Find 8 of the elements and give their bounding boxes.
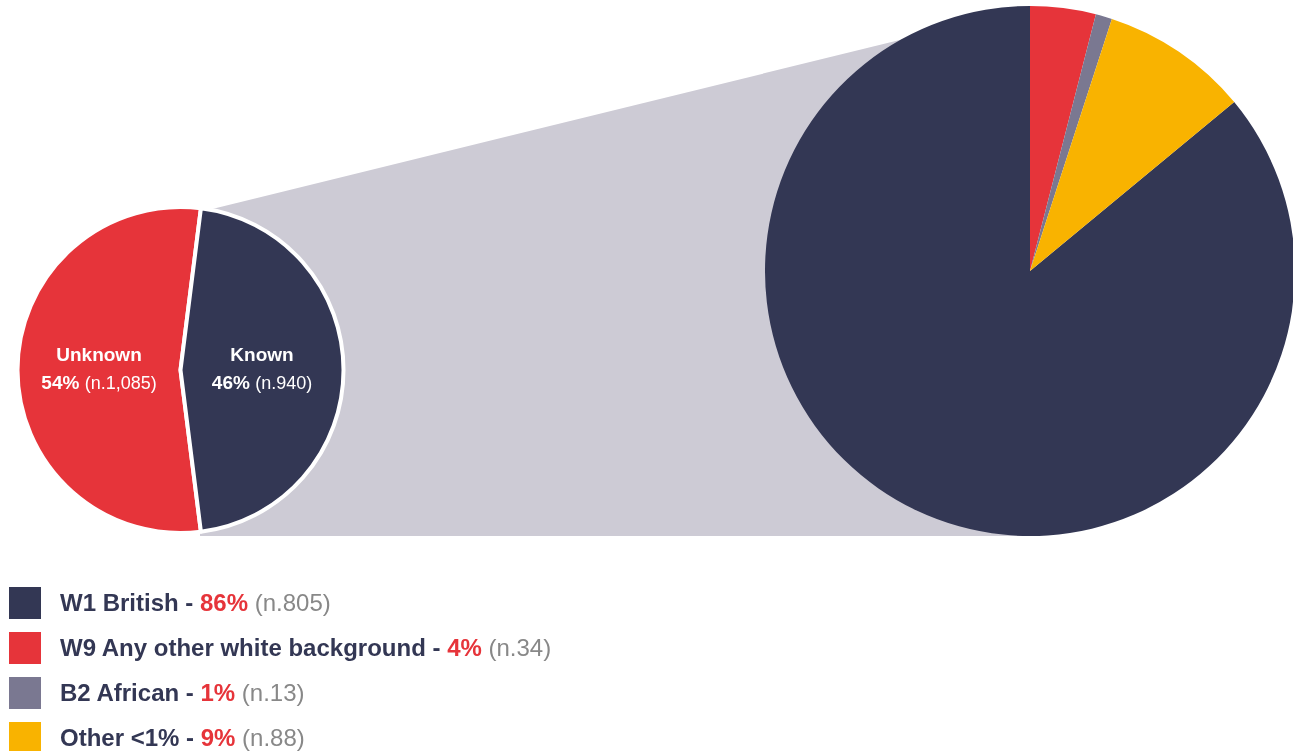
legend-label: W9 Any other white background - 4% (n.34): [60, 633, 552, 661]
legend-label: B2 African - 1% (n.13): [60, 678, 305, 706]
data-label: 54% (n.1,085): [41, 372, 157, 394]
legend-label: W1 British - 86% (n.805): [60, 588, 331, 616]
slice-label: Unknown: [56, 344, 142, 366]
slice-label: Known: [230, 344, 294, 366]
legend-label: Other <1% - 9% (n.88): [60, 723, 305, 751]
data-label: 46% (n.940): [211, 372, 313, 394]
